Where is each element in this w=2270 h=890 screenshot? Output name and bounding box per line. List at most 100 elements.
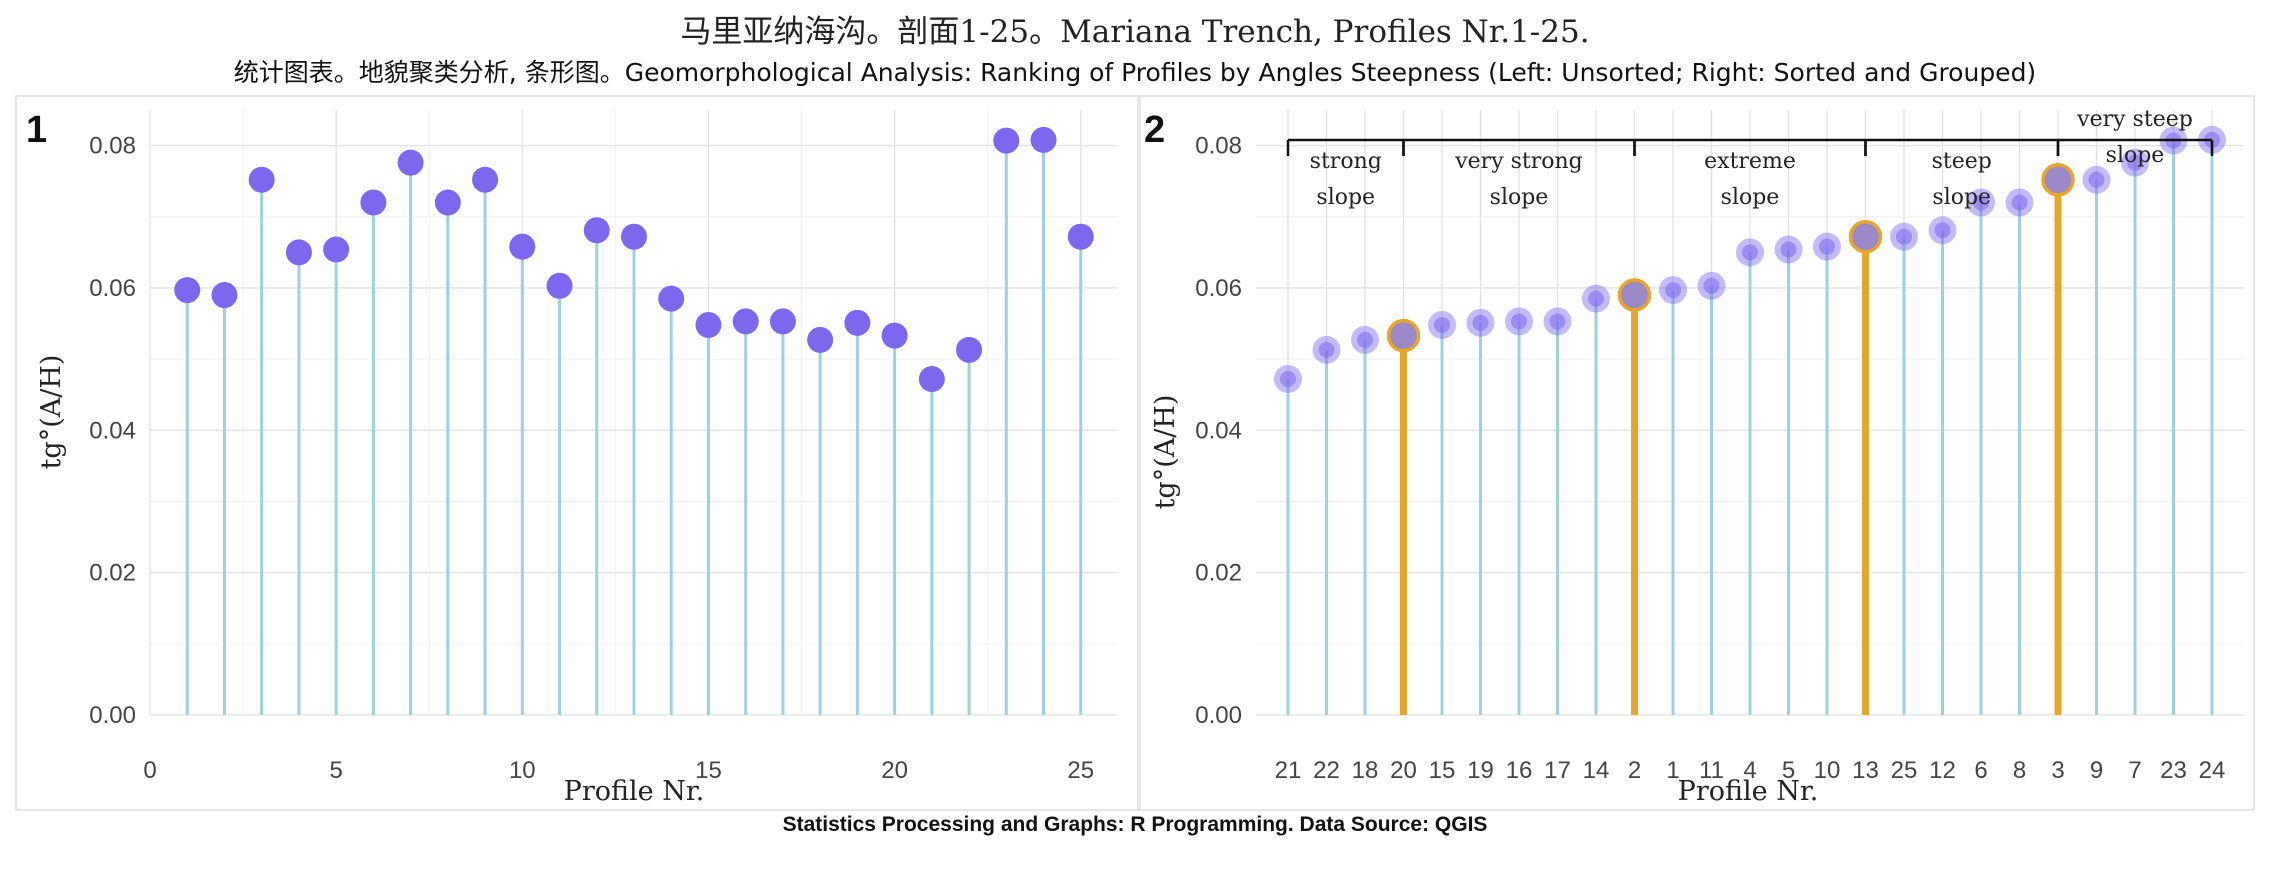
group-label: steep [1932, 149, 1992, 174]
panel-1-point [1067, 223, 1094, 250]
panel-1-point [881, 322, 908, 349]
panel-2-x-tick-label: 7 [2128, 757, 2141, 784]
panel-1-y-tick-label: 0.08 [89, 133, 136, 160]
panel-2-highlight-point [2041, 163, 2075, 197]
group-label: slope [1316, 185, 1375, 210]
panel-2-x-tick-label: 16 [1506, 757, 1533, 784]
group-label: very strong [1454, 149, 1583, 174]
panel-2-x-tick-label: 9 [2090, 757, 2103, 784]
panel-1-x-tick-label: 25 [1067, 757, 1094, 784]
panel-1-point [285, 239, 312, 266]
panel-2-x-tick-label: 14 [1583, 757, 1610, 784]
panel-2-y-tick-label: 0.08 [1195, 133, 1242, 160]
panel-2-point [1511, 313, 1527, 330]
panel-1-y-tick-label: 0.00 [89, 702, 136, 729]
panel-2-x-tick-label: 6 [1974, 757, 1987, 784]
panel-2-point [1973, 194, 1989, 211]
panel-2-point [1357, 331, 1373, 348]
panel-2-x-tick-label: 11 [1699, 757, 1724, 784]
panel-1-point [658, 285, 685, 312]
panel-1-point [360, 189, 387, 216]
group-label: slope [1721, 185, 1780, 210]
panel-2-x-tick-label: 22 [1313, 757, 1340, 784]
panel-1-point [844, 309, 871, 336]
panel-2-x-tick-label: 1 [1666, 757, 1679, 784]
panel-2-x-tick-label: 2 [1628, 757, 1641, 784]
panel-2-point [1819, 238, 1835, 255]
panel-2-point [1896, 228, 1912, 245]
panel-1-point [211, 282, 238, 309]
panel-2-x-tick-label: 19 [1467, 757, 1494, 784]
panel-1-point [1030, 126, 1057, 153]
panel-2-point [2127, 154, 2143, 171]
panel-1-point [807, 326, 834, 353]
panel-1-point [546, 272, 573, 299]
panel-1-point [956, 336, 983, 363]
panel-1-point [509, 233, 536, 260]
panel-1-point [993, 127, 1020, 154]
panel-2-x-tick-label: 17 [1544, 757, 1571, 784]
panel-1-x-tick-label: 20 [881, 757, 908, 784]
panel-2-x-tick-label: 4 [1743, 757, 1756, 784]
panel-2-x-tick-label: 25 [1891, 757, 1918, 784]
panel-2-x-axis-label: Profile Nr. [1678, 776, 1819, 807]
panel-1-x-tick-label: 10 [509, 757, 536, 784]
panel-2-x-tick-label: 20 [1390, 757, 1417, 784]
panel-2-x-tick-label: 21 [1275, 757, 1302, 784]
panel-1-y-axis-label: tg°(A/H) [36, 355, 67, 470]
figure-subtitle: 统计图表。地貌聚类分析, 条形图。Geomorphological Analys… [233, 58, 2037, 87]
panel-1-point [621, 223, 647, 250]
group-label: slope [2106, 143, 2165, 168]
panel-2-point [1934, 222, 1951, 239]
panel-2-y-tick-label: 0.00 [1195, 702, 1242, 729]
panel-1-point [397, 149, 424, 176]
panel-1-y-tick-label: 0.04 [89, 417, 136, 444]
panel-2-x-tick-label: 18 [1352, 757, 1379, 784]
group-label: extreme [1704, 149, 1796, 174]
panel-2-y-axis-label: tg°(A/H) [1150, 395, 1181, 510]
panel-2-x-tick-label: 15 [1429, 757, 1456, 784]
panel-1-frame [15, 95, 1141, 811]
panel-1-point [918, 366, 945, 393]
panel-1-point [732, 308, 759, 335]
panel-1-x-tick-label: 15 [695, 757, 722, 784]
panel-2-highlight-point [1848, 219, 1883, 254]
panel-2-x-tick-label: 8 [2013, 757, 2026, 784]
panel-2-highlight-point [1617, 278, 1652, 312]
panel-1-point [434, 189, 461, 216]
panel-1-label: 1 [26, 109, 47, 151]
panel-2-x-tick-label: 12 [1929, 757, 1956, 784]
panel-2-label: 2 [1144, 109, 1165, 151]
panel-2-point [2088, 171, 2105, 188]
panel-2-x-tick-label: 5 [1782, 757, 1795, 784]
panel-2-x-tick-label: 13 [1852, 757, 1879, 784]
panel-1-point [174, 277, 201, 304]
panel-2-point [1742, 244, 1758, 261]
panel-2-x-tick-label: 24 [2199, 757, 2226, 784]
figure-caption: Statistics Processing and Graphs: R Prog… [782, 813, 1488, 836]
panel-2-point [1665, 282, 1681, 299]
panel-2-point [1318, 341, 1335, 358]
panel-2-point [1703, 277, 1720, 294]
panel-2-y-tick-label: 0.02 [1195, 560, 1242, 587]
group-label: strong [1310, 149, 1382, 174]
panel-2-point [2011, 194, 2028, 211]
panel-1-point [769, 308, 796, 335]
panel-1-x-tick-label: 5 [329, 757, 342, 784]
panel-1-x-axis-label: Profile Nr. [564, 776, 705, 807]
panel-1-point [248, 166, 275, 193]
panel-2-x-tick-label: 3 [2051, 757, 2064, 784]
panel-1-point [583, 217, 610, 244]
panel-2-point [1588, 290, 1604, 307]
panel-2-point [1549, 313, 1566, 330]
figure-title: 马里亚纳海沟。剖面1-25。Mariana Trench, Profiles N… [680, 14, 1590, 50]
panel-2-point [1780, 241, 1797, 258]
panel-2-highlight-point [1386, 318, 1421, 353]
panel-2-point [1434, 316, 1450, 333]
panel-2-x-tick-label: 10 [1814, 757, 1841, 784]
panel-1-x-tick-label: 0 [143, 757, 156, 784]
panel-2-point [1280, 371, 1296, 388]
panel-2-x-tick-label: 23 [2160, 757, 2187, 784]
group-label: very steep [2076, 107, 2193, 132]
